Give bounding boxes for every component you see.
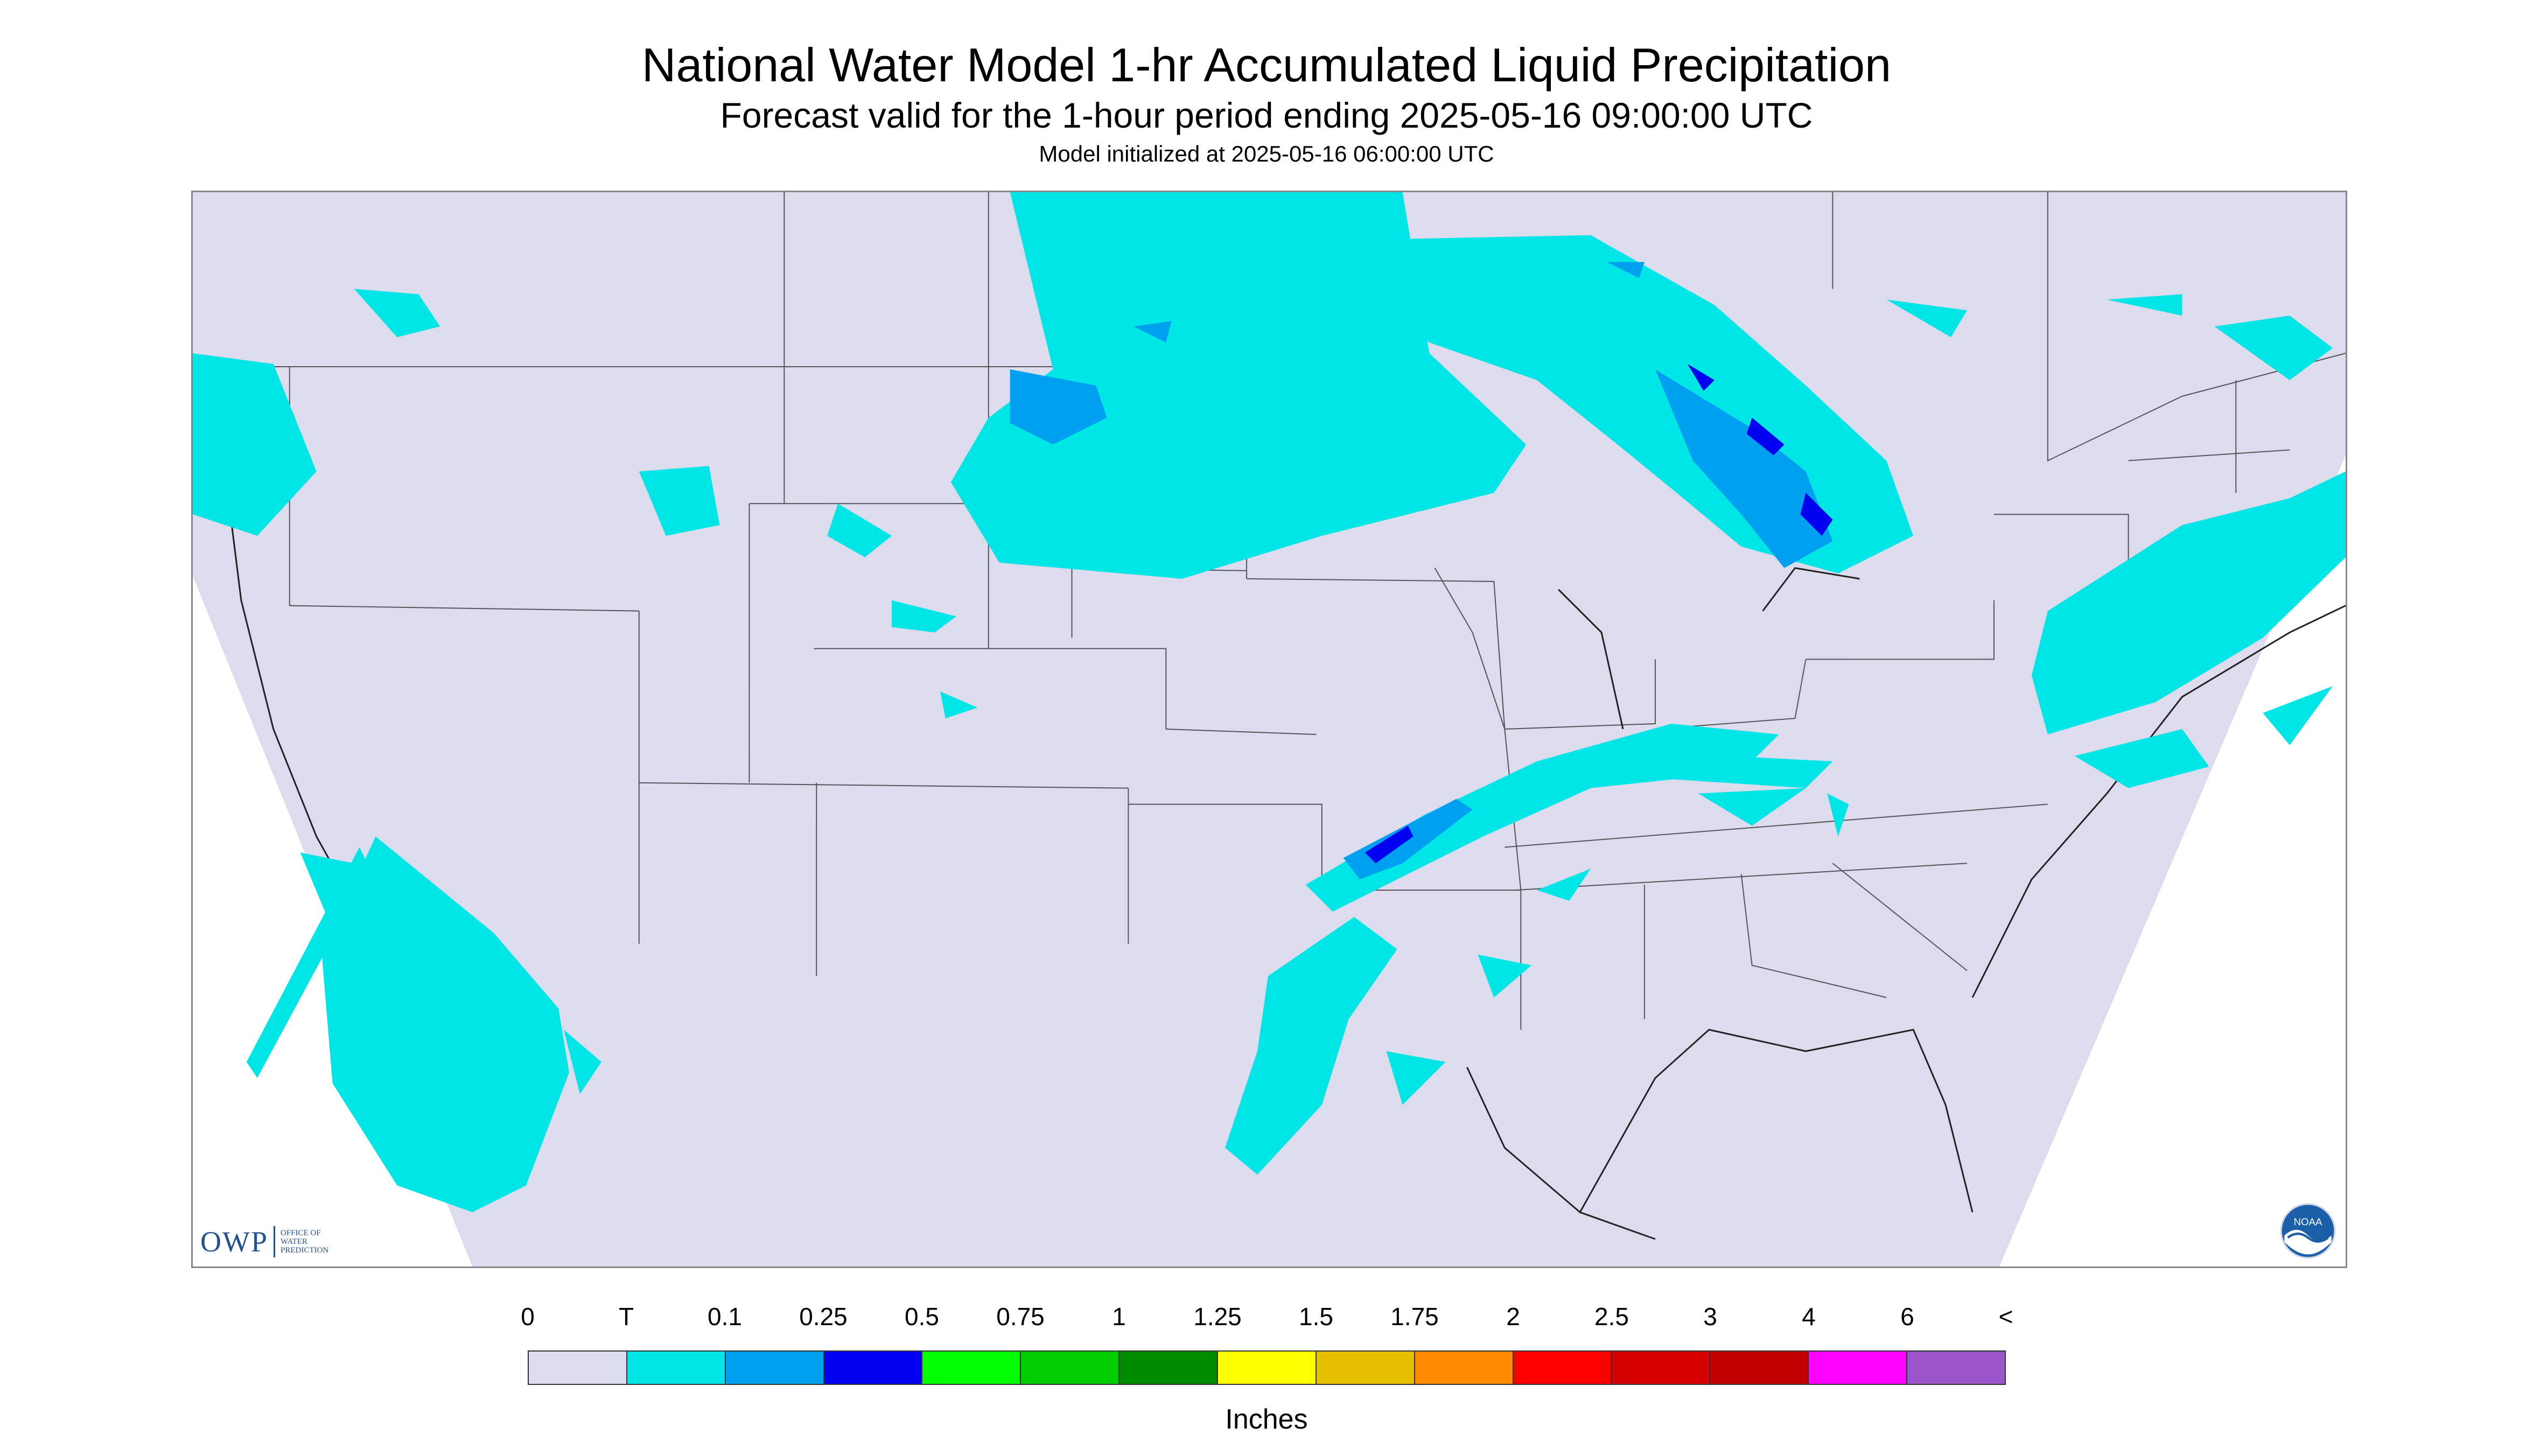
- legend-swatch: [1612, 1352, 1711, 1384]
- legend-swatch: [1513, 1352, 1612, 1384]
- legend-swatch: [824, 1352, 923, 1384]
- legend-label: 1.25: [1193, 1303, 1242, 1331]
- legend-swatch: [1316, 1352, 1415, 1384]
- legend-label: 2: [1506, 1303, 1520, 1331]
- legend-label: 1.5: [1299, 1303, 1333, 1331]
- model-init-text: Model initialized at 2025-05-16 06:00:00…: [1039, 141, 1494, 166]
- legend-swatch: [627, 1352, 726, 1384]
- owp-logo-text: OWP: [200, 1226, 268, 1258]
- noaa-seal-icon: NOAA: [2280, 1203, 2336, 1259]
- legend-label: 0.25: [799, 1303, 848, 1331]
- legend-label: 0.1: [708, 1303, 742, 1331]
- legend-label: 1: [1112, 1303, 1126, 1331]
- precipitation-map: OWP OFFICE OF WATER PREDICTION NOAA: [191, 191, 2347, 1268]
- owp-logo-subtext: OFFICE OF WATER PREDICTION: [281, 1229, 329, 1255]
- noaa-logo-text: NOAA: [2293, 1216, 2322, 1228]
- legend-label: 0.75: [996, 1303, 1045, 1331]
- precip-moderate: [1365, 364, 1833, 864]
- legend-label: 1.75: [1390, 1303, 1439, 1331]
- legend-label: 3: [1703, 1303, 1717, 1331]
- legend-label: 0: [521, 1303, 535, 1331]
- legend-swatch: [1119, 1352, 1219, 1384]
- legend-label: 2.5: [1594, 1303, 1629, 1331]
- legend-labels: 0 T 0.1 0.25 0.5 0.75 1 1.25 1.5 1.75 2 2.5 3 4 6 <: [0, 1302, 2533, 1334]
- forecast-valid-subtitle: Forecast valid for the 1-hour period end…: [720, 95, 1813, 135]
- legend-label: 0.5: [905, 1303, 939, 1331]
- legend-swatch: [1710, 1352, 1809, 1384]
- legend-label: 4: [1802, 1303, 1816, 1331]
- legend-swatch: [1021, 1352, 1120, 1384]
- legend-label: 6: [1900, 1303, 1914, 1331]
- legend-swatch: [1218, 1352, 1317, 1384]
- legend-units: Inches: [1225, 1404, 1308, 1435]
- legend-label: <: [1998, 1303, 2013, 1331]
- legend-swatch: [1907, 1352, 2005, 1384]
- precip-trace: [193, 192, 2346, 1213]
- legend-swatch: [1415, 1352, 1514, 1384]
- legend-swatch: [922, 1352, 1021, 1384]
- legend-swatch: [529, 1352, 627, 1384]
- legend-color-bar: [528, 1350, 2006, 1385]
- owp-logo-divider: [274, 1226, 275, 1257]
- page-title: National Water Model 1-hr Accumulated Li…: [641, 38, 1892, 92]
- legend-label: T: [618, 1303, 634, 1331]
- owp-logo: OWP OFFICE OF WATER PREDICTION: [200, 1223, 345, 1260]
- legend-swatch: [1809, 1352, 1908, 1384]
- map-canvas: [193, 192, 2346, 1266]
- legend-swatch: [725, 1352, 824, 1384]
